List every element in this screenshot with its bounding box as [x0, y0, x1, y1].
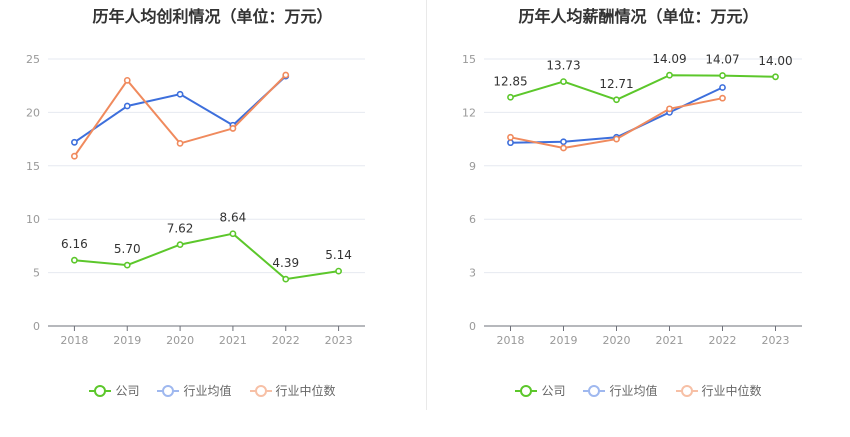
y-tick-label: 12 [462, 106, 476, 119]
y-tick-label: 6 [469, 213, 476, 226]
data-label: 14.00 [758, 54, 792, 68]
data-point [71, 138, 78, 146]
series-line [74, 232, 339, 281]
chart-legend: 公司 行业均值 行业中位数 [427, 382, 850, 399]
data-point [507, 139, 514, 147]
salary-per-capita-chart: 历年人均薪酬情况（单位：万元） 0 3 6 9 12 15 2018 2019 2020 2021… [427, 0, 850, 437]
y-tick-label: 10 [26, 213, 40, 226]
legend-item-industry-mean[interactable]: 行业均值 [157, 382, 232, 399]
legend-industry-mean-marker [157, 384, 180, 398]
series-line [510, 74, 776, 101]
chart-title: 历年人均创利情况（单位：万元） [92, 7, 333, 26]
x-tick-label: 2022 [272, 334, 300, 347]
data-label: 12.85 [493, 74, 527, 88]
y-tick-label: 20 [26, 106, 40, 119]
legend-item-industry-median[interactable]: 行业中位数 [675, 382, 762, 399]
data-point [507, 93, 514, 101]
x-tick-label: 2018 [497, 334, 525, 347]
data-point [123, 102, 131, 110]
legend-industry-mean-marker [583, 384, 606, 398]
legend-item-industry-mean[interactable]: 行业均值 [583, 382, 658, 399]
x-tick-label: 2019 [113, 334, 141, 347]
data-label: 5.14 [325, 248, 352, 262]
data-label: 5.70 [114, 242, 141, 256]
data-label: 12.71 [599, 77, 633, 91]
data-point [719, 84, 726, 91]
y-tick-label: 15 [26, 160, 40, 173]
data-label: 13.73 [546, 59, 580, 73]
y-tick-label: 0 [33, 320, 40, 333]
data-point [229, 230, 237, 238]
data-point [123, 76, 131, 84]
x-tick-label: 2022 [709, 334, 737, 347]
legend-company-marker [515, 384, 538, 398]
x-tick-label: 2020 [166, 334, 194, 347]
data-point [282, 71, 290, 79]
data-label: 6.16 [61, 237, 88, 251]
legend-label: 公司 [115, 384, 140, 398]
legend-label: 公司 [541, 384, 566, 398]
legend-label: 行业均值 [609, 384, 658, 398]
legend-industry-median-marker [249, 384, 272, 398]
data-label: 8.64 [220, 211, 247, 225]
y-tick-label: 5 [33, 267, 40, 280]
data-point [282, 275, 290, 283]
data-point [176, 241, 184, 249]
x-tick-label: 2023 [325, 334, 353, 347]
data-point [176, 139, 184, 147]
data-point [176, 90, 184, 98]
legend-company-marker [89, 384, 112, 398]
data-point [335, 267, 342, 275]
salary-chart-svg: 0 3 6 9 12 15 2018 2019 2020 2021 2022 2023 12.85 13.… [462, 52, 802, 347]
data-point [560, 78, 567, 86]
data-point [71, 152, 78, 160]
data-point [229, 125, 237, 132]
legend-label: 行业均值 [183, 384, 232, 398]
x-tick-label: 2020 [603, 334, 631, 347]
data-point [507, 133, 514, 141]
data-label: 7.62 [167, 222, 194, 236]
profit-chart-svg: 0 5 10 15 20 25 2018 2019 2020 2021 2022 2023 6.16 5.… [26, 53, 365, 347]
data-label: 14.07 [705, 53, 739, 67]
data-point [719, 94, 726, 102]
chart-title: 历年人均薪酬情况（单位：万元） [518, 7, 759, 26]
data-point [71, 256, 78, 264]
legend-label: 行业中位数 [701, 384, 762, 398]
data-point [772, 73, 779, 81]
legend-item-company[interactable]: 公司 [89, 382, 139, 399]
legend-label: 行业中位数 [275, 384, 336, 398]
y-tick-label: 0 [469, 320, 476, 333]
legend-industry-median-marker [675, 384, 698, 398]
data-point [560, 138, 567, 146]
data-point [613, 135, 620, 143]
profit-per-capita-chart: 历年人均创利情况（单位：万元） 0 5 10 15 20 25 2018 2019 2020 20… [0, 7, 425, 399]
x-tick-label: 2021 [656, 334, 684, 347]
data-point [123, 261, 131, 269]
y-tick-label: 15 [462, 53, 476, 66]
x-tick-label: 2021 [219, 334, 247, 347]
x-tick-label: 2023 [762, 334, 790, 347]
data-point [560, 144, 567, 152]
data-point [666, 71, 673, 79]
y-tick-label: 3 [469, 267, 476, 280]
y-tick-label: 25 [26, 53, 40, 66]
x-tick-label: 2018 [60, 334, 88, 347]
chart-legend: 公司 行业均值 行业中位数 [0, 382, 425, 399]
data-point [719, 72, 726, 79]
data-label: 4.39 [272, 256, 299, 270]
y-tick-label: 9 [469, 160, 476, 173]
data-point [666, 105, 673, 113]
legend-item-company[interactable]: 公司 [515, 382, 565, 399]
data-label: 14.09 [652, 52, 686, 66]
legend-item-industry-median[interactable]: 行业中位数 [249, 382, 336, 399]
data-point [613, 96, 620, 104]
x-tick-label: 2019 [550, 334, 578, 347]
panel-divider [426, 0, 427, 410]
